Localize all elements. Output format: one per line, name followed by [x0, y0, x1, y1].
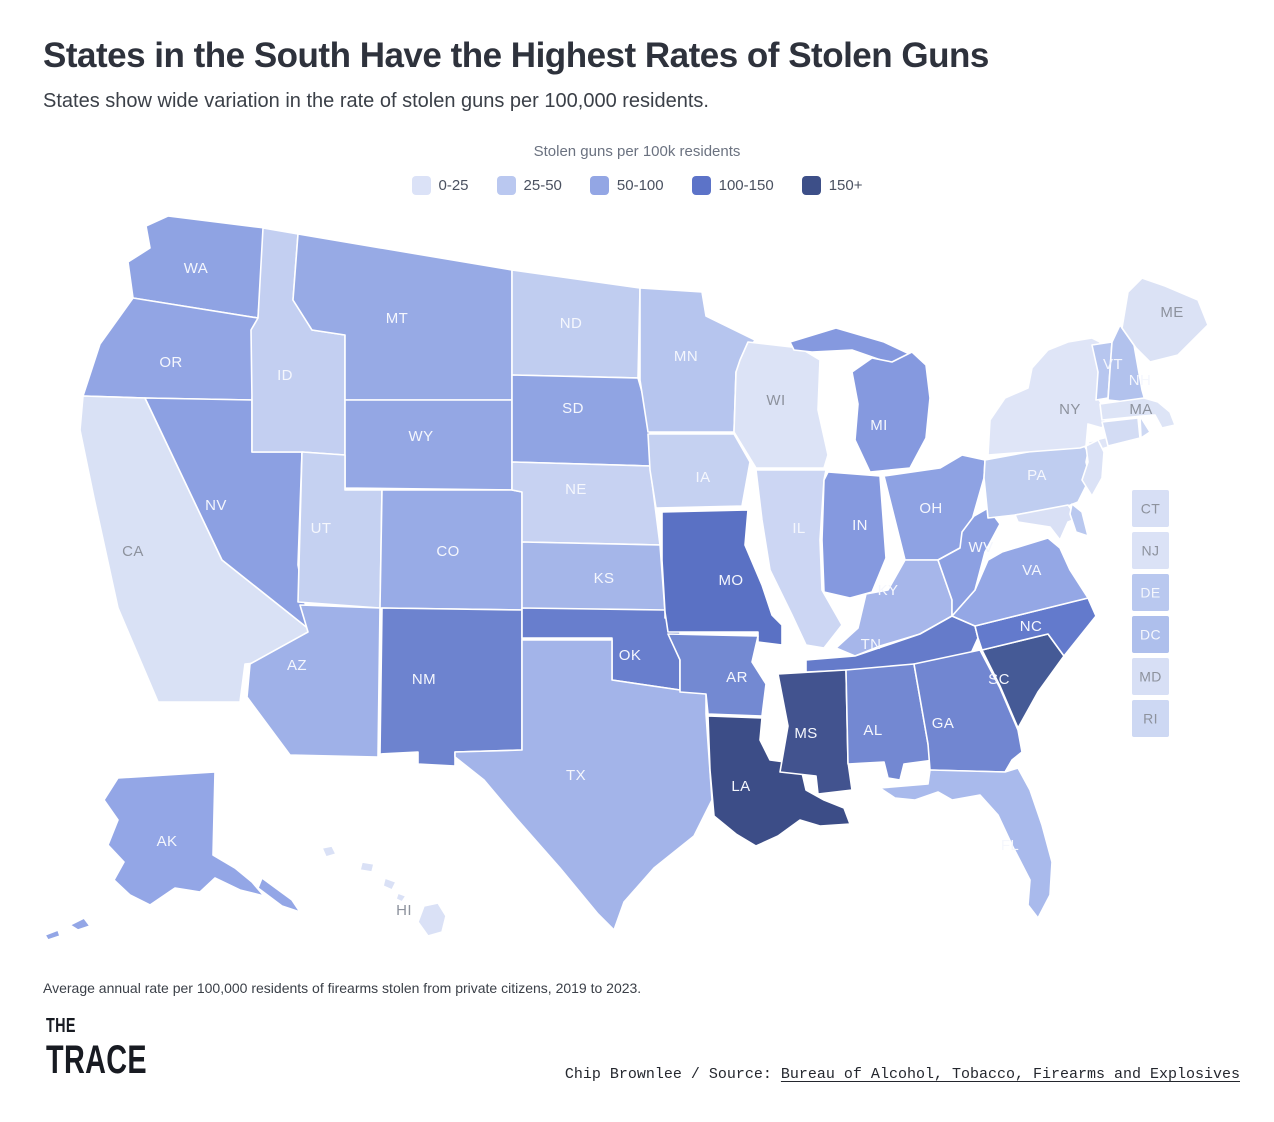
state-LA[interactable]: [707, 715, 851, 847]
legend-label: 150+: [828, 177, 863, 194]
state-AK[interactable]: [257, 877, 301, 913]
legend-item-100-150: 100-150: [691, 176, 774, 195]
state-NE[interactable]: [511, 461, 661, 546]
state-HI[interactable]: [321, 845, 337, 858]
legend-item-150+: 150+: [801, 176, 863, 195]
legend-swatch: [496, 176, 516, 195]
legend-title: Stolen guns per 100k residents: [533, 143, 741, 160]
subtitle: States show wide variation in the rate o…: [43, 90, 709, 112]
state-HI[interactable]: [382, 877, 397, 891]
state-IA[interactable]: [647, 433, 751, 509]
legend-label: 50-100: [616, 177, 664, 194]
state-AK[interactable]: [103, 771, 265, 906]
legend-label: 25-50: [523, 177, 562, 194]
side-state-NJ[interactable]: [1132, 532, 1169, 569]
state-NJ[interactable]: [1081, 439, 1105, 497]
side-state-RI[interactable]: [1132, 700, 1169, 737]
legend-label: 100-150: [718, 177, 774, 194]
state-WI[interactable]: [733, 341, 829, 469]
state-label-HI: HI: [396, 902, 412, 919]
legend-item-0-25: 0-25: [411, 176, 469, 195]
the-trace-logo: THE TRACE: [46, 1016, 147, 1080]
side-state-DE[interactable]: [1132, 574, 1169, 611]
state-AR[interactable]: [667, 633, 767, 717]
side-state-CT[interactable]: [1132, 490, 1169, 527]
source-link[interactable]: Bureau of Alcohol, Tobacco, Firearms and…: [780, 1066, 1240, 1083]
page-title: States in the South Have the Highest Rat…: [43, 36, 989, 75]
state-CO[interactable]: [379, 489, 523, 611]
footnote: Average annual rate per 100,000 resident…: [43, 980, 642, 996]
legend-swatch: [801, 176, 821, 195]
legend-swatch: [691, 176, 711, 195]
legend-item-25-50: 25-50: [496, 176, 562, 195]
state-WY[interactable]: [344, 399, 513, 491]
legend-swatch: [411, 176, 431, 195]
state-NC[interactable]: [974, 597, 1097, 657]
state-KS[interactable]: [521, 541, 666, 613]
state-AZ[interactable]: [246, 604, 381, 758]
us-choropleth-map: WAORCANVIDMTWYUTCOAZNMNDSDNEKSOKTXMNIAMO…: [44, 215, 1209, 941]
legend-item-50-100: 50-100: [589, 176, 664, 195]
state-ND[interactable]: [511, 269, 641, 379]
state-WV[interactable]: [937, 507, 1001, 617]
state-MA[interactable]: [1099, 397, 1176, 429]
state-AK[interactable]: [69, 917, 91, 931]
legend-items: 0-25 25-50 50-100 100-150 150+: [0, 176, 1274, 195]
state-OR[interactable]: [82, 297, 259, 401]
state-ME[interactable]: [1121, 277, 1209, 363]
state-MO[interactable]: [661, 509, 783, 646]
state-SD[interactable]: [511, 374, 651, 467]
state-HI[interactable]: [359, 861, 375, 873]
side-state-MD[interactable]: [1132, 658, 1169, 695]
state-DE[interactable]: [1069, 503, 1089, 537]
state-VT[interactable]: [1091, 341, 1113, 401]
side-state-DC[interactable]: [1132, 616, 1169, 653]
logo-line-trace: TRACE: [46, 1038, 148, 1082]
state-HI[interactable]: [417, 902, 447, 937]
state-IN[interactable]: [821, 471, 887, 599]
credit-author: Chip Brownlee / Source:: [564, 1066, 781, 1083]
logo-line-the: THE: [46, 1015, 76, 1037]
state-NY[interactable]: [987, 337, 1109, 456]
state-RI[interactable]: [1139, 415, 1151, 439]
state-AK[interactable]: [44, 929, 61, 941]
state-HI[interactable]: [395, 892, 407, 903]
legend-swatch: [589, 176, 609, 195]
state-GA[interactable]: [913, 649, 1023, 773]
state-MD[interactable]: [1014, 504, 1079, 541]
state-MI[interactable]: [851, 351, 931, 473]
legend-label: 0-25: [438, 177, 469, 194]
state-CT[interactable]: [1101, 417, 1141, 447]
credit-line: Chip Brownlee / Source: Bureau of Alcoho…: [565, 1066, 1240, 1083]
state-VA[interactable]: [951, 537, 1089, 627]
legend: Stolen guns per 100k residents 0-25 25-50…: [0, 143, 1274, 195]
state-NM[interactable]: [379, 607, 523, 767]
state-FL[interactable]: [879, 767, 1053, 919]
